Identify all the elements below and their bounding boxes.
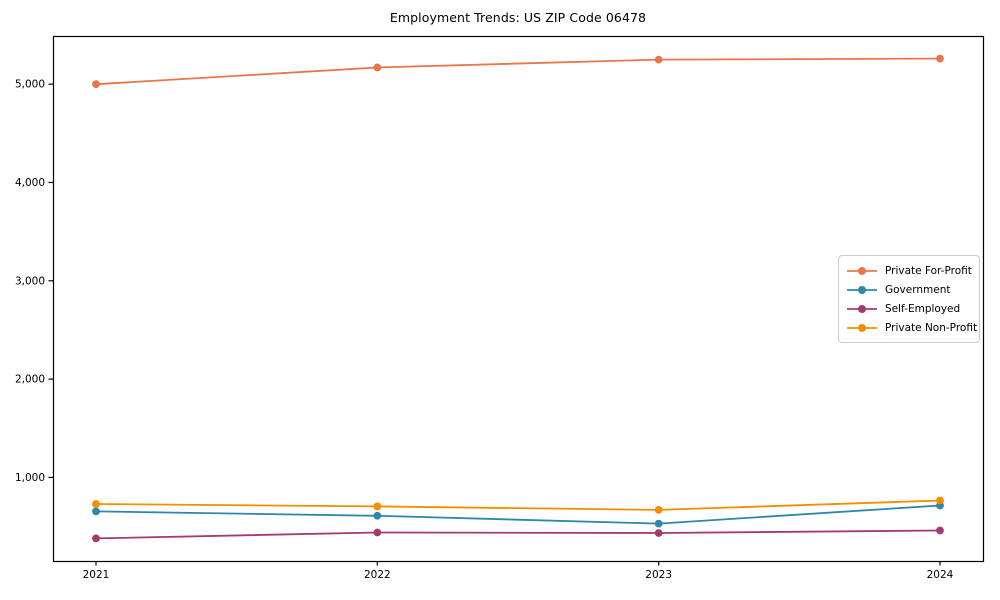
data-point-marker: [936, 496, 944, 505]
legend-line-marker-icon: [847, 285, 877, 294]
y-tick-label: 3,000: [15, 275, 45, 287]
data-point-marker: [654, 55, 663, 64]
series-line: [95, 499, 941, 511]
data-point-marker: [654, 519, 663, 528]
series-line: [95, 57, 941, 86]
legend-item: Self-Employed: [847, 299, 971, 318]
plot-frame: [52, 35, 985, 563]
legend-line-marker-icon: [847, 304, 877, 313]
legend-item: Private Non-Profit: [847, 318, 977, 337]
data-point-marker: [373, 528, 382, 537]
legend-item-label: Private Non-Profit: [885, 321, 978, 334]
legend-line-marker-icon: [847, 323, 877, 332]
legend-item: Private For-Profit: [847, 261, 972, 280]
x-tick-label: 2021: [83, 569, 110, 581]
legend: Private For-Profit Government Self-Employe…: [838, 255, 980, 343]
x-tick-label: 2023: [645, 569, 672, 581]
data-point-marker: [936, 526, 944, 535]
series-line: [95, 529, 941, 540]
chart-title: Employment Trends: US ZIP Code 06478: [389, 10, 647, 25]
data-point-marker: [936, 54, 944, 63]
data-point-marker: [373, 502, 382, 511]
legend-line-marker-icon: [847, 266, 877, 275]
data-point-marker: [654, 529, 663, 537]
data-point-marker: [92, 534, 100, 543]
data-point-marker: [373, 63, 382, 72]
y-tick-label: 2,000: [15, 374, 45, 386]
data-point-marker: [654, 505, 663, 514]
legend-item-label: Private For-Profit: [885, 264, 972, 277]
legend-item-label: Self-Employed: [885, 302, 961, 315]
data-point-marker: [92, 80, 100, 89]
legend-item: Government: [847, 280, 971, 299]
data-point-marker: [373, 511, 382, 520]
x-tick-label: 2022: [364, 569, 391, 581]
series-line: [95, 504, 941, 525]
y-tick-label: 5,000: [15, 79, 45, 91]
data-point-marker: [92, 507, 100, 516]
data-point-marker: [92, 500, 100, 508]
legend-item-label: Government: [885, 283, 951, 296]
y-tick-label: 1,000: [15, 472, 45, 484]
y-tick-label: 4,000: [15, 177, 45, 189]
x-tick-label: 2024: [927, 569, 954, 581]
